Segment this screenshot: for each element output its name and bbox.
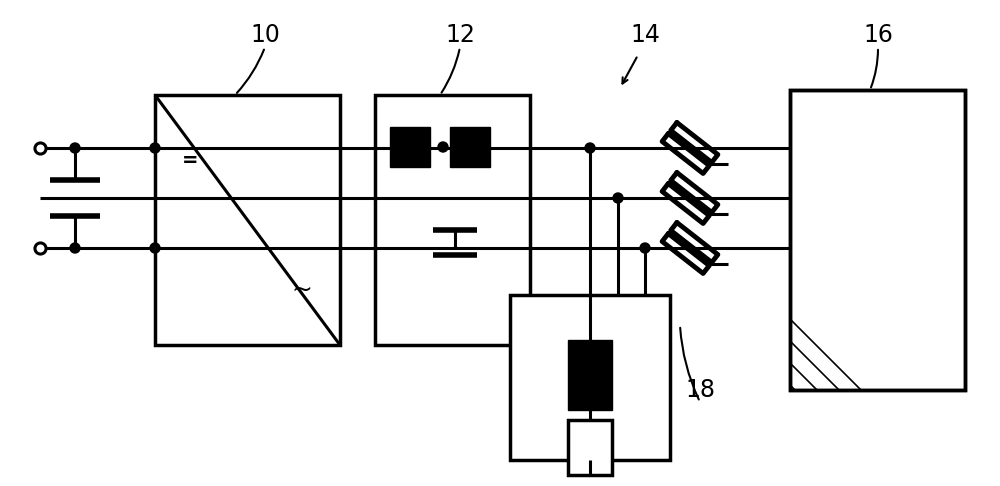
Bar xyxy=(790,90,965,390)
Circle shape xyxy=(150,243,160,253)
Bar xyxy=(790,90,965,390)
Circle shape xyxy=(585,143,595,153)
Text: 12: 12 xyxy=(445,23,475,47)
Text: 10: 10 xyxy=(250,23,280,47)
Bar xyxy=(155,95,340,345)
Circle shape xyxy=(70,243,80,253)
Text: ~: ~ xyxy=(292,278,312,302)
Text: 18: 18 xyxy=(685,378,715,402)
Text: 16: 16 xyxy=(863,23,893,47)
Bar xyxy=(375,95,530,345)
Bar xyxy=(510,295,670,460)
Text: =: = xyxy=(182,151,198,170)
Circle shape xyxy=(438,142,448,152)
Bar xyxy=(390,127,430,167)
Circle shape xyxy=(70,143,80,153)
Circle shape xyxy=(150,143,160,153)
Circle shape xyxy=(613,193,623,203)
Bar xyxy=(568,340,612,410)
Bar xyxy=(450,127,490,167)
Circle shape xyxy=(640,243,650,253)
Bar xyxy=(568,420,612,475)
Text: 14: 14 xyxy=(630,23,660,47)
